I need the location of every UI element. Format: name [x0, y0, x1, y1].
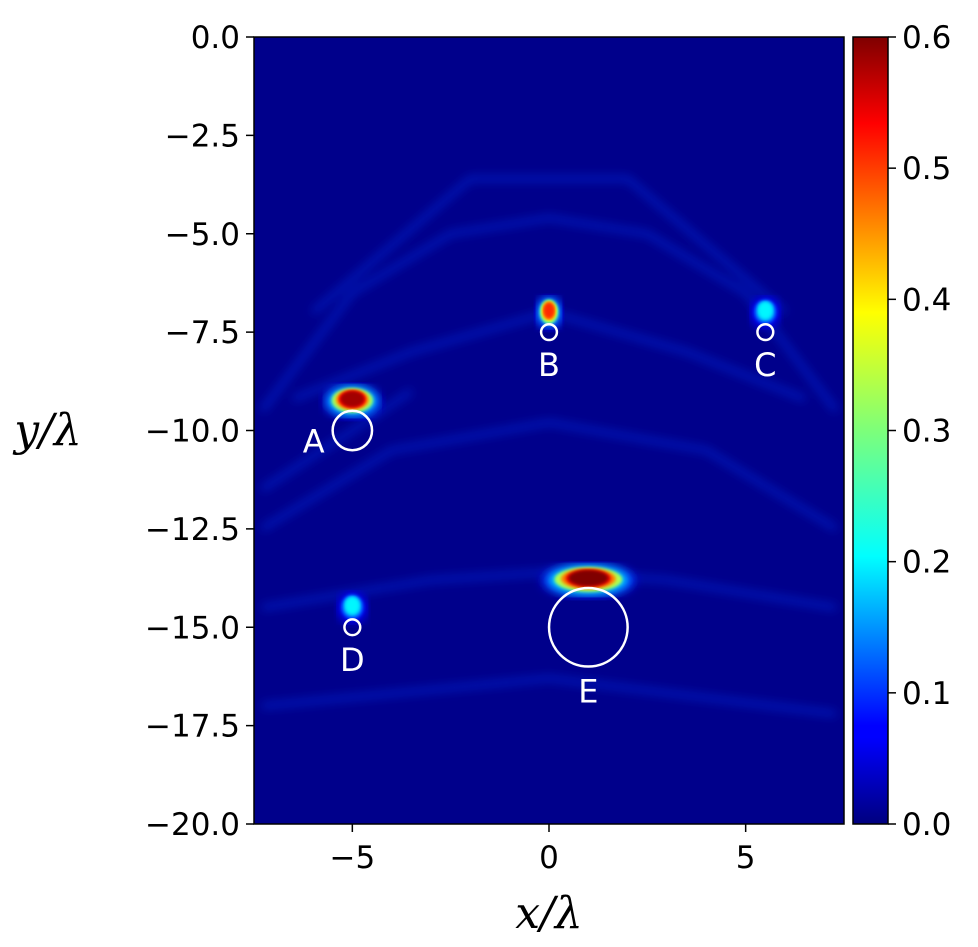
colorbar-tick-label: 0.0 — [902, 807, 951, 843]
x-axis-label: x/λ — [515, 888, 583, 939]
hotspot — [336, 591, 368, 625]
hotspot-level — [543, 302, 555, 319]
hotspot — [323, 385, 381, 418]
y-tick-label: −12.5 — [145, 512, 240, 548]
artifact-streak — [260, 389, 413, 492]
colorbar-tick-label: 0.5 — [902, 151, 951, 187]
x-tick-label: 5 — [736, 840, 756, 876]
y-tick-label: −15.0 — [145, 610, 240, 646]
scatterer-label-C: C — [754, 346, 776, 384]
hotspot — [749, 296, 781, 330]
colorbar-tick-label: 0.2 — [902, 545, 951, 581]
artifact-streak — [260, 420, 838, 532]
scatterer-circle-A — [331, 409, 374, 452]
scatterer-label-E: E — [578, 673, 598, 711]
scatterer-circle-C — [756, 322, 775, 342]
hotspot-level — [345, 597, 359, 614]
colorbar-tick-label: 0.4 — [902, 282, 951, 318]
colorbar-tick-label: 0.6 — [902, 20, 951, 56]
y-tick-label: −7.5 — [165, 315, 240, 351]
hotspot-level — [340, 391, 365, 407]
y-tick-label: −20.0 — [145, 807, 240, 843]
intensity-hotspots — [323, 296, 781, 625]
y-tick-label: −17.5 — [145, 709, 240, 745]
x-axis: −5 0 5 — [329, 824, 756, 876]
scatterer-label-A: A — [303, 423, 325, 461]
scatterer-circle-D — [343, 618, 362, 637]
y-axis-label: y/λ — [12, 405, 82, 456]
y-tick-label: −10.0 — [145, 414, 240, 450]
x-tick-label: −5 — [329, 840, 375, 876]
scatterer-circle-B — [539, 322, 559, 342]
colorbar-gradient — [852, 36, 889, 825]
plot-area: A B C D E — [253, 36, 845, 825]
scatterer-label-B: B — [538, 346, 560, 384]
y-axis: 0.0 −2.5 −5.0 −7.5 −10.0 −12.5 −15.0 −17.5 −20.0 — [145, 20, 254, 843]
y-tick-label: 0.0 — [191, 20, 240, 56]
artifact-streak — [261, 675, 837, 717]
artifact-streak — [311, 176, 787, 315]
hotspot — [536, 296, 562, 330]
scatterer-label-D: D — [340, 641, 365, 679]
y-tick-label: −2.5 — [165, 118, 240, 154]
hotspot-level — [758, 302, 772, 319]
colorbar-tick-label: 0.1 — [902, 676, 951, 712]
hotspot — [541, 564, 635, 597]
artifact-streak — [259, 215, 839, 413]
x-tick-label: 0 — [539, 840, 559, 876]
scatterer-markers: A B C D E — [303, 322, 777, 711]
colorbar: 0.0 0.1 0.2 0.3 0.4 0.5 0.6 — [852, 20, 951, 843]
y-tick-label: −5.0 — [165, 217, 240, 253]
colorbar-tick-label: 0.3 — [902, 414, 951, 450]
scatterer-circle-E — [547, 586, 629, 668]
hotspot-level — [568, 570, 608, 586]
